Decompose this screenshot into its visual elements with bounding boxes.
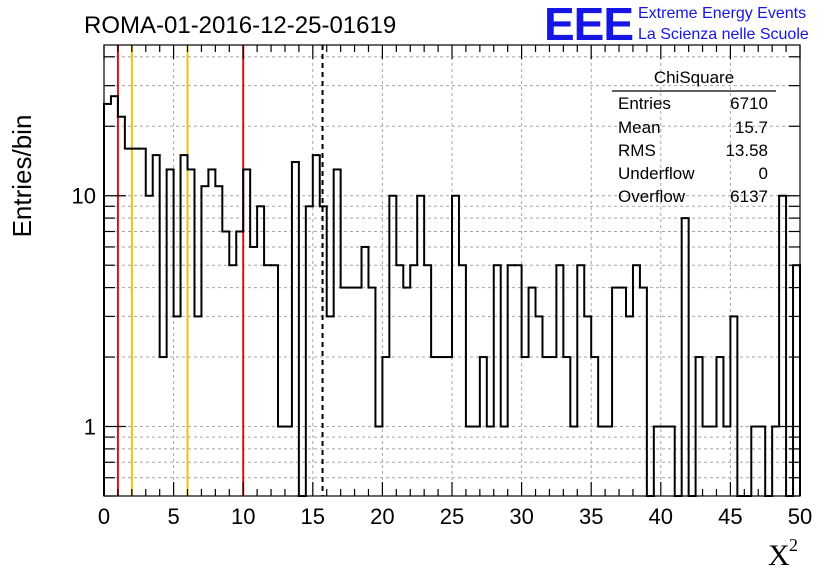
stats-label-rms: RMS [618,141,656,160]
x-tick-label: 45 [718,504,742,529]
stats-label-overflow: Overflow [618,187,686,206]
x-tick-label: 35 [579,504,603,529]
y-tick-label: 10 [72,184,96,209]
stats-value-entries: 6710 [730,94,768,113]
x-tick-label: 30 [509,504,533,529]
chart-title: ROMA-01-2016-12-25-01619 [84,12,396,39]
axis-ticks [103,45,801,497]
x-tick-label: 25 [440,504,464,529]
x-tick-label: 5 [167,504,179,529]
x-tick-label: 40 [649,504,673,529]
stats-box: ChiSquare Entries 6710 Mean 15.7 RMS 13.… [612,68,776,206]
stats-value-rms: 13.58 [725,141,768,160]
stats-label-entries: Entries [618,94,671,113]
x-tick-label: 10 [231,504,255,529]
stats-title: ChiSquare [654,68,734,87]
y-axis-title: Entries/bin [7,115,37,238]
stats-label-mean: Mean [618,118,661,137]
x-tick-label: 15 [301,504,325,529]
y-tick-label: 1 [84,415,96,440]
histogram-series [103,95,801,497]
reference-lines [116,45,324,496]
axis-tick-labels: 0 5 10 15 20 25 30 35 40 45 50 1 10 [72,184,813,529]
stats-value-overflow: 6137 [730,187,768,206]
x-axis-title-superscript: 2 [789,535,798,555]
x-tick-label: 20 [370,504,394,529]
stats-value-mean: 15.7 [735,118,768,137]
x-tick-label: 50 [788,504,812,529]
eee-logo-line2: La Scienza nelle Scuole [638,26,809,43]
eee-logo-line1: Extreme Energy Events [638,5,806,22]
x-tick-label: 0 [98,504,110,529]
stats-label-underflow: Underflow [618,164,695,183]
eee-logo: EEE [544,0,633,50]
stats-value-underflow: 0 [759,164,768,183]
x-axis-title: X [768,539,790,572]
